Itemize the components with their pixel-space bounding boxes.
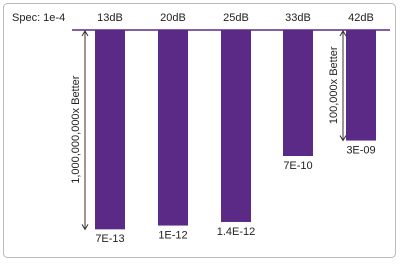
value-label: 1E-12 [158,229,187,241]
bar [283,30,313,157]
bar [95,30,125,230]
annotation: 100,000x Better [328,46,340,124]
value-label: 7E-13 [95,233,124,245]
spec-label: Spec: 1e-4 [12,12,65,24]
arrow-head [339,30,347,37]
x-tick-label: 13dB [97,12,123,24]
arrow-head [81,224,89,231]
value-label: 3E-09 [346,144,375,156]
arrow-head [81,30,89,37]
x-tick-label: 20dB [160,12,186,24]
x-tick-label: 33dB [285,12,311,24]
bar [221,30,251,222]
bar [346,30,376,141]
x-tick-label: 42dB [348,12,374,24]
value-label: 7E-10 [283,160,312,172]
frame [3,3,396,258]
bar [158,30,188,226]
x-tick-label: 25dB [223,12,249,24]
value-label: 1.4E-12 [217,226,256,238]
annotation: 1,000,000,000x Better [70,75,82,184]
arrow-head [339,135,347,142]
